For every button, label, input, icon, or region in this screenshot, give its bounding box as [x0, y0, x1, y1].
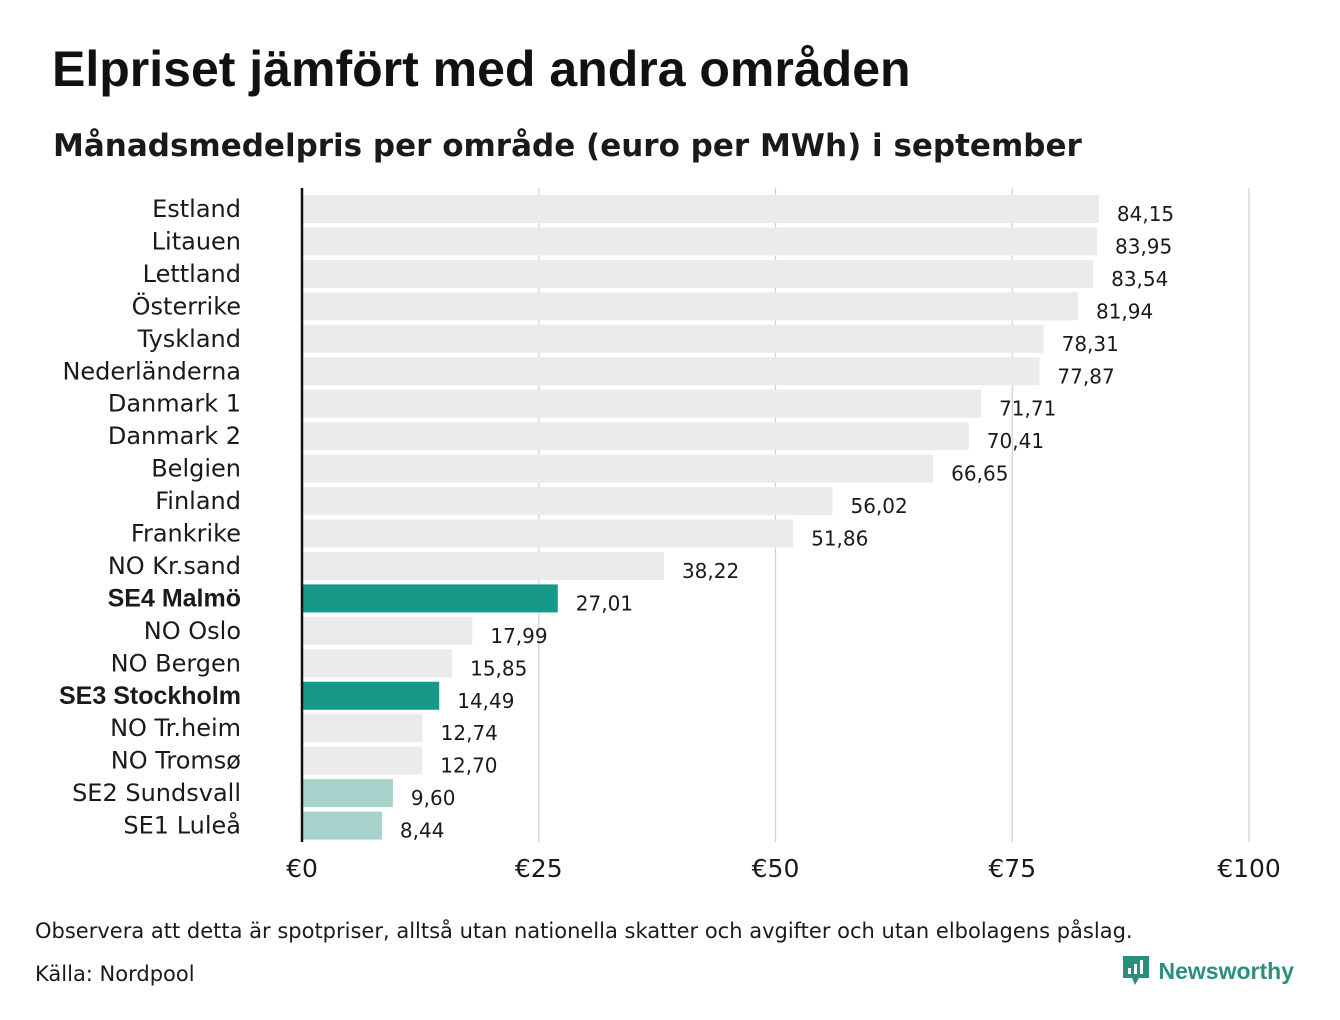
bar — [302, 811, 382, 840]
x-tick-label: €0 — [286, 854, 318, 883]
value-label: 83,95 — [1115, 234, 1172, 258]
category-label: NO Kr.sand — [108, 552, 241, 580]
footnote: Observera att detta är spotpriser, allts… — [35, 919, 1133, 943]
chart-title: Elpriset jämfört med andra områden — [52, 41, 911, 97]
bar — [302, 519, 794, 548]
category-label: NO Tr.heim — [110, 714, 241, 742]
bar — [302, 551, 664, 580]
x-tick-label: €25 — [515, 854, 563, 883]
category-label: Nederländerna — [62, 357, 241, 385]
category-label: NO Oslo — [144, 617, 241, 645]
value-label: 66,65 — [951, 462, 1008, 486]
bar — [302, 454, 934, 483]
bar — [302, 195, 1099, 223]
value-label: 8,44 — [400, 819, 445, 843]
value-label: 51,86 — [811, 527, 868, 551]
category-label: Lettland — [143, 260, 241, 288]
brand-logo: Newsworthy — [1121, 954, 1294, 988]
category-label: Belgien — [151, 455, 241, 483]
x-tick-label: €75 — [988, 854, 1036, 883]
x-axis-ticks: €0 €25 €50 €75 €100 — [286, 854, 1281, 883]
category-label: SE1 Luleå — [123, 811, 241, 840]
category-label: SE3 Stockholm — [59, 682, 241, 710]
bar — [302, 422, 969, 451]
category-label: NO Bergen — [111, 649, 241, 677]
source-note: Källa: Nordpool — [35, 962, 195, 986]
value-label: 84,15 — [1117, 202, 1174, 226]
category-label: NO Tromsø — [111, 747, 241, 775]
value-label: 27,01 — [576, 591, 633, 615]
bar — [302, 389, 982, 418]
value-label: 81,94 — [1096, 299, 1153, 323]
bar — [302, 616, 473, 645]
bar-chart: Estland Litauen Lettland Österrike Tyskland N… — [59, 188, 1281, 883]
category-label: Estland — [152, 195, 241, 223]
value-label: 38,22 — [682, 559, 739, 583]
value-label: 70,41 — [987, 429, 1044, 453]
x-tick-label: €100 — [1217, 854, 1281, 883]
value-label: 9,60 — [411, 786, 456, 810]
category-label: Tyskland — [137, 325, 241, 353]
category-labels: Estland Litauen Lettland Österrike Tyskland N… — [59, 195, 241, 840]
value-label: 83,54 — [1111, 267, 1168, 291]
category-label: Danmark 2 — [108, 422, 241, 450]
bars — [302, 195, 1099, 840]
category-label: Danmark 1 — [108, 390, 241, 418]
value-label: 71,71 — [999, 397, 1056, 421]
category-label: SE2 Sundsvall — [72, 779, 241, 807]
category-label: Finland — [155, 487, 241, 515]
value-label: 78,31 — [1062, 332, 1119, 356]
bar — [302, 681, 440, 710]
bar — [302, 227, 1098, 256]
bar — [302, 584, 558, 613]
category-label: Österrike — [132, 291, 241, 320]
category-label: Frankrike — [131, 520, 241, 548]
value-label: 17,99 — [490, 624, 547, 648]
newsworthy-icon — [1122, 956, 1149, 985]
bar — [302, 357, 1040, 386]
bar — [302, 259, 1094, 288]
value-label: 15,85 — [470, 656, 527, 680]
category-label: Litauen — [152, 227, 241, 255]
brand-name: Newsworthy — [1158, 957, 1294, 984]
bar — [302, 324, 1044, 353]
bar — [302, 649, 453, 678]
bar — [302, 714, 423, 743]
bar — [302, 746, 423, 775]
category-label: SE4 Malmö — [108, 584, 241, 612]
x-tick-label: €50 — [752, 854, 800, 883]
bar — [302, 292, 1078, 321]
value-label: 12,74 — [441, 721, 498, 745]
bar — [302, 487, 833, 516]
value-label: 14,49 — [457, 689, 514, 713]
value-label: 56,02 — [851, 494, 908, 518]
bar — [302, 779, 393, 808]
chart-subtitle: Månadsmedelpris per område (euro per MWh… — [53, 128, 1082, 164]
value-label: 12,70 — [440, 754, 497, 778]
value-label: 77,87 — [1057, 364, 1114, 388]
